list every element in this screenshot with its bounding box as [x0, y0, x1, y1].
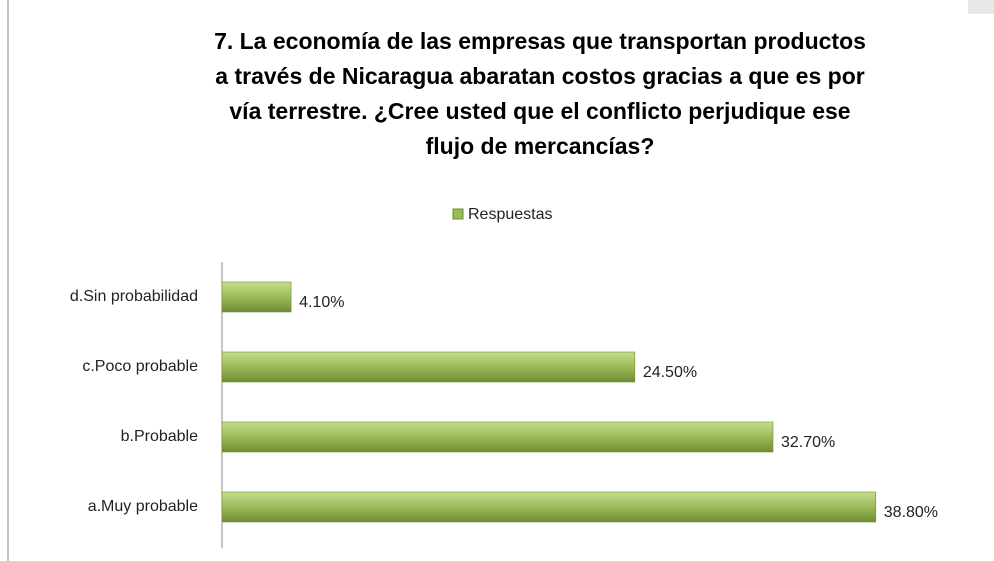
- legend-swatch: [452, 208, 464, 220]
- value-label: 4.10%: [299, 294, 344, 311]
- bar: [221, 421, 774, 453]
- chart-title: 7. La economía de las empresas que trans…: [214, 28, 866, 159]
- value-label: 24.50%: [643, 364, 697, 381]
- y-tick-label: a.Muy probable: [88, 498, 198, 515]
- y-tick-label: c.Poco probable: [82, 358, 198, 375]
- value-label: 38.80%: [884, 504, 938, 521]
- y-tick-label: b.Probable: [121, 428, 198, 445]
- corner: [968, 0, 994, 14]
- bar: [221, 281, 292, 313]
- y-tick-label: d.Sin probabilidad: [70, 288, 198, 305]
- value-label: 32.70%: [781, 434, 835, 451]
- bar: [221, 491, 877, 523]
- legend-label: Respuestas: [468, 206, 553, 223]
- bar: [221, 351, 636, 383]
